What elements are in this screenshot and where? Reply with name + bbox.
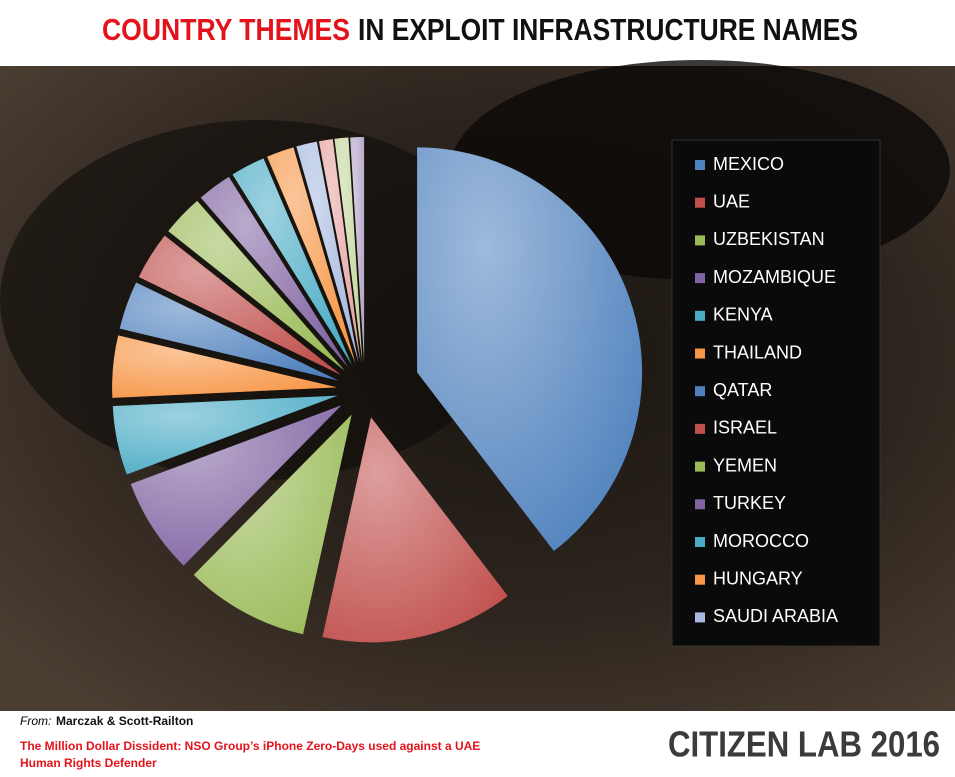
legend-swatch [695,235,705,246]
title-highlight: COUNTRY THEMES [102,12,350,47]
legend-label: UAE [713,191,750,211]
source-authors: Marczak & Scott-Railton [56,714,193,728]
legend-label: YEMEN [713,455,777,475]
legend-label: HUNGARY [713,568,803,588]
legend-swatch [695,499,705,510]
legend-swatch [695,348,705,359]
legend-label: THAILAND [713,342,802,362]
legend-swatch [695,612,705,623]
legend-swatch [695,574,705,585]
title: IN EXPLOIT INFRASTRUCTURE NAMES [358,12,858,47]
legend-swatch [695,310,705,321]
legend-label: MOZAMBIQUE [713,267,836,287]
legend-swatch [695,386,705,397]
legend-label: ISRAEL [713,418,777,438]
legend-swatch [695,160,705,170]
legend-label: QATAR [713,380,772,400]
legend-label: MEXICO [713,154,784,174]
legend-swatch [695,423,705,434]
source-from: From: [20,714,51,728]
source-title: The Million Dollar Dissident: NSO Group’… [20,739,480,753]
legend-swatch [695,537,705,547]
legend-label: UZBEKISTAN [713,229,825,249]
source-title: Human Rights Defender [20,756,157,770]
legend-label: TURKEY [713,493,786,513]
legend-label: SAUDI ARABIA [713,606,838,626]
legend-label: KENYA [713,305,773,325]
legend-box [671,139,881,647]
legend-swatch [695,461,705,472]
legend-label: MOROCCO [713,531,809,551]
legend-swatch [695,273,705,284]
legend-swatch [695,197,705,208]
credit: CITIZEN LAB 2016 [668,724,940,765]
